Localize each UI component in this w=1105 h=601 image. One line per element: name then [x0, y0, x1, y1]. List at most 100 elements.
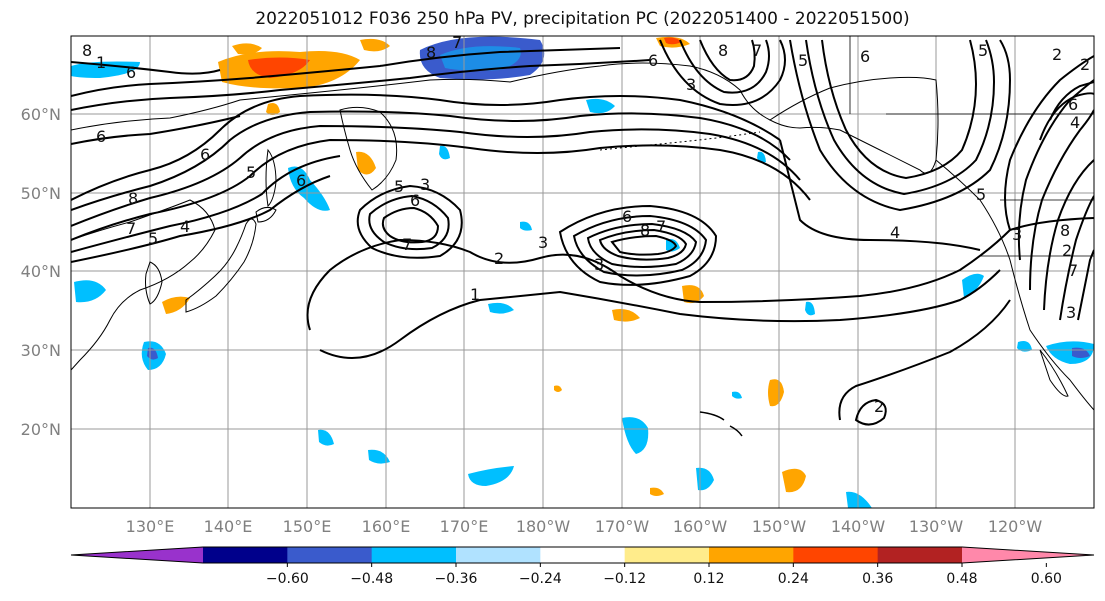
pv-contour [699, 39, 756, 82]
contour-label: 7 [1068, 261, 1078, 280]
contour-label: 8 [82, 41, 92, 60]
contour-label: 6 [126, 63, 136, 82]
precip-patch-negative [757, 151, 766, 163]
precip-patch-positive [248, 57, 310, 78]
lon-label: 180°W [516, 517, 571, 536]
contour-label: 6 [860, 47, 870, 66]
precip-patch-negative [74, 280, 106, 303]
lat-label: 30°N [21, 341, 61, 360]
pv-contour [71, 93, 781, 201]
precip-patch-negative [439, 145, 450, 160]
pv-contour [71, 115, 241, 145]
pv-contours [71, 39, 1094, 426]
colorbar-tick-label: −0.12 [603, 571, 646, 587]
contour-label: 3 [538, 233, 548, 252]
contour-label: 4 [1070, 113, 1080, 132]
colorbar-swatch [540, 547, 626, 563]
contour-label: 8 [1060, 221, 1070, 240]
colorbar-tick-label: 0.60 [1031, 571, 1062, 587]
lon-label: 170°E [440, 517, 489, 536]
coastline-namerica [935, 159, 1094, 411]
lat-label: 20°N [21, 420, 61, 439]
precip-patch-negative [520, 221, 532, 231]
pv-contour [368, 194, 450, 251]
pv-contour [1077, 249, 1094, 321]
coastline-aleutians [599, 131, 761, 151]
map-panel: 1 6 8 8 7 6 8 7 5 4 6 5 6 3 5 6 7 2 6 3 [70, 33, 1095, 509]
pv-contour [71, 138, 811, 241]
contour-label: 8 [718, 41, 728, 60]
contour-label: 5 [976, 185, 986, 204]
pv-contour [679, 39, 770, 94]
contour-label: 2 [494, 249, 504, 268]
pv-contour [1017, 79, 1094, 261]
lon-label: 130°E [126, 517, 175, 536]
lon-label: 140°E [204, 517, 253, 536]
lon-label: 120°W [988, 517, 1043, 536]
colorbar-swatch [287, 547, 373, 563]
contour-label: 3 [594, 255, 604, 274]
colorbar-outline [70, 546, 1095, 564]
contour-label: 4 [890, 223, 900, 242]
pv-contour [1043, 159, 1094, 311]
contour-label: 3 [420, 175, 430, 194]
precip-patch-negative [666, 239, 680, 252]
coastline-border-canada [849, 36, 1094, 257]
precip-patch-positive [356, 151, 376, 175]
colorbar-swatch [709, 547, 794, 563]
precip-patch-positive [682, 285, 704, 304]
coastline-korea [145, 261, 163, 305]
pv-contour [71, 175, 331, 263]
contour-label: 1 [470, 285, 480, 304]
contour-label: 5 [246, 163, 256, 182]
precip-patch-positive [162, 296, 190, 314]
pv-contour [1059, 195, 1094, 321]
contour-label: 6 [1068, 95, 1078, 114]
contour-label: 7 [752, 41, 762, 60]
contour-label: 8 [640, 221, 650, 240]
coastline-baja [1039, 349, 1069, 397]
contour-label: 8 [426, 43, 436, 62]
colorbar-swatch [71, 547, 203, 563]
pv-contour [779, 139, 981, 251]
coastline-siberia [71, 62, 771, 131]
contour-label: 6 [200, 145, 210, 164]
pv-contour [586, 222, 698, 268]
contour-label: 6 [410, 191, 420, 210]
colorbar-swatch [962, 547, 1094, 563]
precip-patch-positive [360, 38, 390, 52]
contour-label: 6 [96, 127, 106, 146]
pv-contour [319, 269, 1001, 359]
contour-label: 5 [978, 41, 988, 60]
colorbar-swatch [203, 547, 288, 563]
coastline-hokkaido [255, 206, 277, 223]
pv-contour [1049, 81, 1094, 121]
precip-patch-positive [612, 309, 640, 322]
latitude-axis: 60°N 50°N 40°N 30°N 20°N [21, 105, 61, 439]
contour-label: 5 [798, 51, 808, 70]
lat-label: 60°N [21, 105, 61, 124]
contour-label: 5 [148, 229, 158, 248]
precip-patch-positive [650, 487, 664, 496]
pv-contour [71, 61, 221, 75]
precip-patch-negative [962, 273, 984, 298]
lat-label: 40°N [21, 262, 61, 281]
pv-contour [854, 398, 887, 426]
colorbar: −0.60 −0.48 −0.36 −0.24 −0.12 0.12 0.24 0.36 0.4… [70, 546, 1095, 587]
precip-patch-positive [554, 385, 562, 392]
contour-label: 2 [874, 397, 884, 416]
pv-contour [1029, 109, 1094, 291]
contour-label: 5 [394, 177, 404, 196]
colorbar-swatch [456, 547, 541, 563]
contour-label: 7 [452, 33, 462, 52]
lon-label: 160°W [673, 517, 728, 536]
pv-contour [558, 204, 718, 286]
contour-label: 3 [1012, 225, 1022, 244]
precip-patch-negative [318, 429, 334, 446]
precip-patch-negative [622, 417, 649, 454]
precip-patch-positive [768, 379, 784, 407]
precip-patch-negative [846, 491, 872, 508]
pv-contour [356, 184, 463, 259]
pv-contour [805, 39, 996, 196]
pv-contour [381, 206, 440, 244]
